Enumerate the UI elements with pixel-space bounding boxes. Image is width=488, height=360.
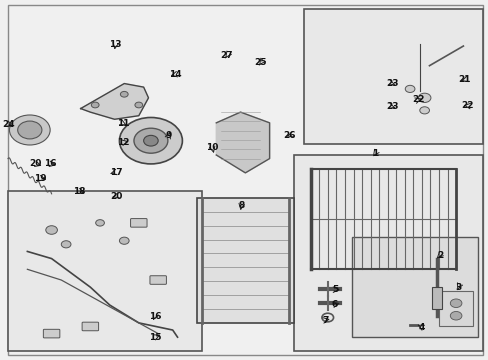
Text: 4: 4 — [418, 323, 425, 332]
Polygon shape — [81, 84, 148, 119]
Text: 17: 17 — [109, 168, 122, 177]
Circle shape — [419, 107, 428, 114]
Text: 9: 9 — [165, 131, 172, 140]
Circle shape — [96, 220, 104, 226]
Text: 5: 5 — [331, 285, 337, 294]
Circle shape — [18, 121, 42, 139]
FancyBboxPatch shape — [351, 237, 477, 337]
FancyBboxPatch shape — [8, 191, 202, 351]
Circle shape — [143, 135, 158, 146]
Circle shape — [61, 241, 71, 248]
FancyBboxPatch shape — [130, 219, 147, 227]
Text: 19: 19 — [34, 174, 47, 183]
Bar — [197, 198, 293, 323]
Circle shape — [119, 117, 182, 164]
Circle shape — [120, 91, 128, 97]
Text: 12: 12 — [117, 138, 129, 147]
FancyBboxPatch shape — [8, 5, 482, 355]
Text: 25: 25 — [254, 58, 266, 67]
FancyBboxPatch shape — [43, 329, 60, 338]
Text: 20: 20 — [110, 192, 122, 201]
Text: 8: 8 — [238, 201, 244, 210]
FancyBboxPatch shape — [150, 276, 166, 284]
FancyBboxPatch shape — [293, 155, 482, 351]
Circle shape — [91, 102, 99, 108]
Text: 24: 24 — [2, 120, 15, 129]
Circle shape — [417, 93, 430, 103]
Circle shape — [405, 85, 414, 93]
Text: 1: 1 — [371, 149, 378, 158]
Text: 16: 16 — [44, 159, 56, 168]
Text: 3: 3 — [454, 283, 461, 292]
Text: 18: 18 — [73, 187, 86, 196]
Text: 26: 26 — [283, 131, 296, 140]
Circle shape — [119, 237, 129, 244]
Text: 23: 23 — [385, 102, 398, 111]
Text: 27: 27 — [220, 51, 233, 60]
Circle shape — [135, 102, 142, 108]
Text: 11: 11 — [117, 119, 129, 128]
Circle shape — [449, 299, 461, 307]
Circle shape — [134, 128, 167, 153]
Text: 2: 2 — [436, 251, 442, 260]
FancyBboxPatch shape — [303, 9, 482, 144]
Text: 10: 10 — [206, 143, 218, 152]
Text: 16: 16 — [148, 312, 161, 321]
Circle shape — [46, 226, 57, 234]
Polygon shape — [216, 112, 269, 173]
FancyBboxPatch shape — [438, 291, 472, 327]
Circle shape — [449, 311, 461, 320]
Text: 7: 7 — [322, 315, 328, 324]
FancyBboxPatch shape — [82, 322, 99, 331]
Bar — [431, 287, 441, 309]
Text: 13: 13 — [109, 40, 122, 49]
Text: 22: 22 — [460, 101, 472, 110]
Text: 15: 15 — [148, 333, 161, 342]
Text: 21: 21 — [457, 76, 469, 85]
Text: 20: 20 — [29, 159, 41, 168]
Circle shape — [9, 115, 50, 145]
Text: 6: 6 — [331, 300, 337, 309]
Text: 23: 23 — [385, 79, 398, 88]
Text: 22: 22 — [412, 95, 424, 104]
Text: 14: 14 — [168, 70, 181, 79]
